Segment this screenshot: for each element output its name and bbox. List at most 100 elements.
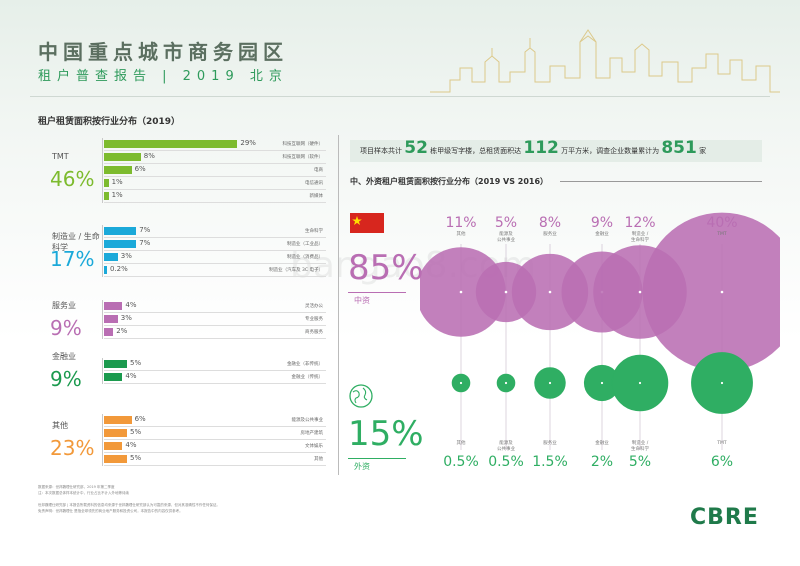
bar-category-label: 房地产建筑 — [300, 431, 324, 436]
row-separator — [104, 325, 326, 326]
sector-percent: 9% — [50, 315, 82, 340]
category-label-top: 公共事业 — [497, 236, 515, 243]
category-label-bottom: 金融业 — [595, 439, 609, 446]
sector-bar — [104, 302, 123, 310]
sector-bar — [104, 328, 114, 336]
bar-category-label: 科技互联网（软件） — [282, 155, 324, 160]
foreign-bubble-center — [548, 381, 552, 385]
row-separator — [104, 276, 326, 277]
foreign-value-label: 0.5% — [488, 454, 524, 470]
category-label-top: 制造业 / — [632, 230, 649, 237]
category-label-top: 金融业 — [595, 230, 609, 237]
bar-value-label: 6% — [134, 415, 146, 423]
sector-axis — [102, 358, 103, 384]
domestic-bubble-center — [548, 290, 552, 294]
skyline-illustration — [430, 29, 780, 93]
foreign-bubble-center — [638, 381, 642, 385]
bar-value-label: 1% — [111, 191, 123, 199]
china-flag-icon — [350, 213, 384, 233]
bar-value-label: 5% — [130, 454, 142, 462]
bar-category-label: 商务服务 — [305, 330, 323, 335]
sector-bar — [104, 192, 109, 200]
domestic-value-label: 5% — [495, 215, 517, 231]
sector-bar — [104, 360, 127, 368]
row-separator — [104, 263, 326, 264]
bar-value-label: 7% — [139, 226, 151, 234]
category-label-bottom: 生命科学 — [631, 445, 649, 452]
sector-name: 制造业 / 生命科学 — [52, 232, 100, 252]
foreign-value-label: 5% — [629, 454, 651, 470]
foreign-value-label: 0.5% — [443, 454, 479, 470]
summary-text: 项目样本共计 52 栋甲级写字楼，总租赁面积达 112 万平方米，调查企业数量累… — [360, 138, 707, 158]
bubble-chart: 11%其他其他0.5%5%能源及公共事业能源及公共事业0.5%8%服务业服务业1… — [420, 212, 780, 470]
page-title: 中国重点城市商务园区 — [38, 40, 288, 64]
foreign-bubble-center — [600, 381, 604, 385]
bar-category-label: 电信通讯 — [305, 181, 323, 186]
category-label-bottom: 公共事业 — [497, 445, 515, 452]
bar-category-label: 新媒体 — [309, 194, 324, 199]
foreign-label: 外资 — [354, 462, 370, 471]
sector-bar — [104, 153, 141, 161]
sector-bar — [104, 266, 107, 274]
bar-value-label: 1% — [111, 178, 123, 186]
category-label-bottom: TMT — [716, 440, 727, 446]
domestic-bubble-center — [459, 290, 463, 294]
bubble-chart-title: 中、外资租户租赁面积按行业分布（2019 VS 2016） — [350, 177, 549, 186]
category-label-top: 生命科学 — [631, 236, 649, 243]
bar-category-label: 文体娱乐 — [305, 444, 323, 449]
bar-value-label: 6% — [134, 165, 146, 173]
bar-value-label: 4% — [125, 372, 137, 380]
building-count: 52 — [404, 138, 428, 158]
row-separator — [104, 439, 326, 440]
sector-percent: 9% — [50, 367, 82, 391]
row-separator — [104, 465, 326, 466]
sector-axis — [102, 300, 103, 339]
bar-value-label: 8% — [143, 152, 155, 160]
bar-value-label: 5% — [130, 428, 142, 436]
sector-bar — [104, 253, 118, 261]
foreign-bubble-center — [459, 381, 463, 385]
bar-category-label: 科技互联网（硬件） — [282, 142, 324, 147]
sector-bar — [104, 416, 132, 424]
sector-percent: 23% — [50, 436, 95, 460]
domestic-bubble — [642, 212, 780, 372]
sector-percent: 17% — [50, 247, 95, 271]
bar-value-label: 3% — [120, 252, 132, 260]
column-divider — [338, 135, 339, 475]
category-label-bottom: 其他 — [457, 439, 466, 446]
row-separator — [104, 250, 326, 251]
sector-name: 服务业 — [52, 300, 76, 310]
domestic-bubble-center — [504, 290, 508, 294]
row-separator — [104, 370, 326, 371]
bar-value-label: 2% — [116, 327, 128, 335]
row-separator — [104, 383, 326, 384]
total-area: 112 — [523, 138, 559, 158]
sector-bar — [104, 140, 238, 148]
bar-category-label: 制造业（消费品） — [287, 255, 323, 260]
sector-percent: 46% — [50, 166, 95, 191]
domestic-share: 85% — [348, 248, 424, 288]
domestic-bubble-center — [638, 290, 642, 294]
bar-category-label: 金融业（非传统） — [287, 362, 323, 367]
sector-bar — [104, 166, 132, 174]
sector-name: 其他 — [52, 421, 68, 430]
domestic-value-label: 9% — [591, 215, 613, 231]
bar-category-label: 灵活办公 — [305, 304, 323, 309]
row-separator — [104, 312, 326, 313]
bar-category-label: 金融业（传统） — [291, 375, 324, 380]
row-separator — [104, 189, 326, 190]
category-label-bottom: 制造业 / — [632, 439, 649, 446]
bar-value-label: 3% — [120, 314, 132, 322]
bar-value-label: 4% — [125, 441, 137, 449]
cbre-logo: CBRE — [690, 505, 759, 530]
row-separator — [104, 202, 326, 203]
bar-category-label: 制造业（汽车及 3C 电子） — [269, 268, 323, 273]
domestic-value-label: 11% — [445, 215, 476, 231]
sector-name: TMT — [52, 151, 69, 161]
sector-bar — [104, 240, 137, 248]
sector-axis — [102, 414, 103, 466]
row-separator — [104, 163, 326, 164]
bar-value-label: 5% — [130, 359, 142, 367]
domestic-value-label: 8% — [539, 215, 561, 231]
